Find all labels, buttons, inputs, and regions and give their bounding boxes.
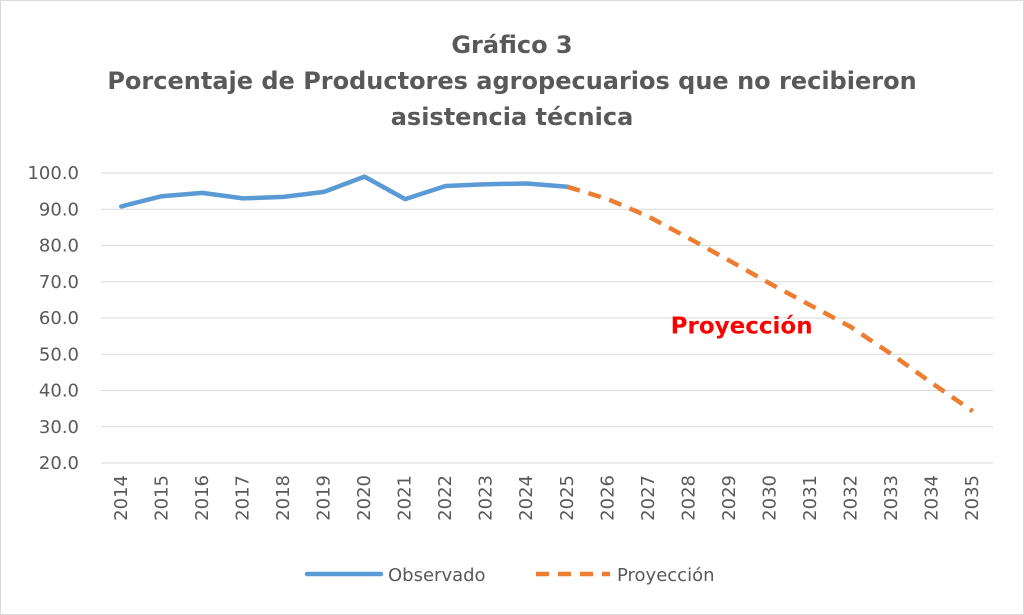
x-tick-label: 2023: [476, 475, 497, 521]
series-line-proyeccion: [566, 184, 974, 414]
chart-subtitle-line-1: Porcentaje de Productores agropecuarios …: [107, 67, 916, 95]
y-tick-label: 70.0: [39, 272, 79, 293]
x-tick-label: 2031: [800, 475, 821, 521]
x-tick-label: 2025: [557, 475, 578, 521]
series-lines: [119, 174, 974, 414]
legend: Observado Proyección: [304, 565, 715, 586]
x-tick-label: 2021: [395, 475, 416, 521]
x-tick-label: 2024: [516, 475, 537, 521]
x-tick-label: 2028: [678, 475, 699, 521]
legend-label: Observado: [388, 565, 486, 586]
x-tick-label: 2018: [273, 475, 294, 521]
x-tick-label: 2017: [232, 475, 253, 521]
x-tick-label: 2015: [151, 475, 172, 521]
y-tick-label: 20.0: [39, 453, 79, 474]
y-tick-label: 40.0: [39, 381, 79, 402]
y-axis-tick-labels: 20.0 30.0 40.0 50.0 60.0 70.0 80.0 90.0 100.0: [27, 163, 79, 474]
y-tick-label: 30.0: [39, 417, 79, 438]
series-line-observado: [119, 174, 570, 209]
x-tick-label: 2026: [597, 475, 618, 521]
x-tick-label: 2014: [111, 475, 132, 521]
x-tick-label: 2032: [841, 475, 862, 521]
y-tick-label: 50.0: [39, 344, 79, 365]
annotation-label: Proyección: [671, 313, 813, 339]
y-tick-label: 100.0: [27, 163, 79, 184]
x-tick-label: 2029: [719, 475, 740, 521]
x-tick-label: 2034: [922, 475, 943, 521]
x-tick-label: 2019: [314, 475, 335, 521]
chart-title-group: Gráfico 3 Porcentaje de Productores agro…: [107, 31, 916, 131]
chart-title: Gráfico 3: [451, 31, 572, 59]
x-tick-label: 2020: [354, 475, 375, 521]
x-tick-label: 2033: [881, 475, 902, 521]
y-tick-label: 60.0: [39, 308, 79, 329]
legend-label: Proyección: [617, 565, 715, 586]
annotations: Proyección: [671, 313, 813, 339]
gridlines: [101, 172, 993, 464]
x-tick-label: 2030: [760, 475, 781, 521]
y-tick-label: 90.0: [39, 199, 79, 220]
x-tick-label: 2027: [638, 475, 659, 521]
y-tick-label: 80.0: [39, 236, 79, 257]
x-axis-tick-labels: 2014 2015 2016 2017 2018 2019 2020 2021 2022 2023…: [111, 475, 983, 521]
x-tick-label: 2022: [435, 475, 456, 521]
chart-subtitle-line-2: asistencia técnica: [391, 103, 634, 131]
x-tick-label: 2035: [962, 475, 983, 521]
x-tick-label: 2016: [192, 475, 213, 521]
